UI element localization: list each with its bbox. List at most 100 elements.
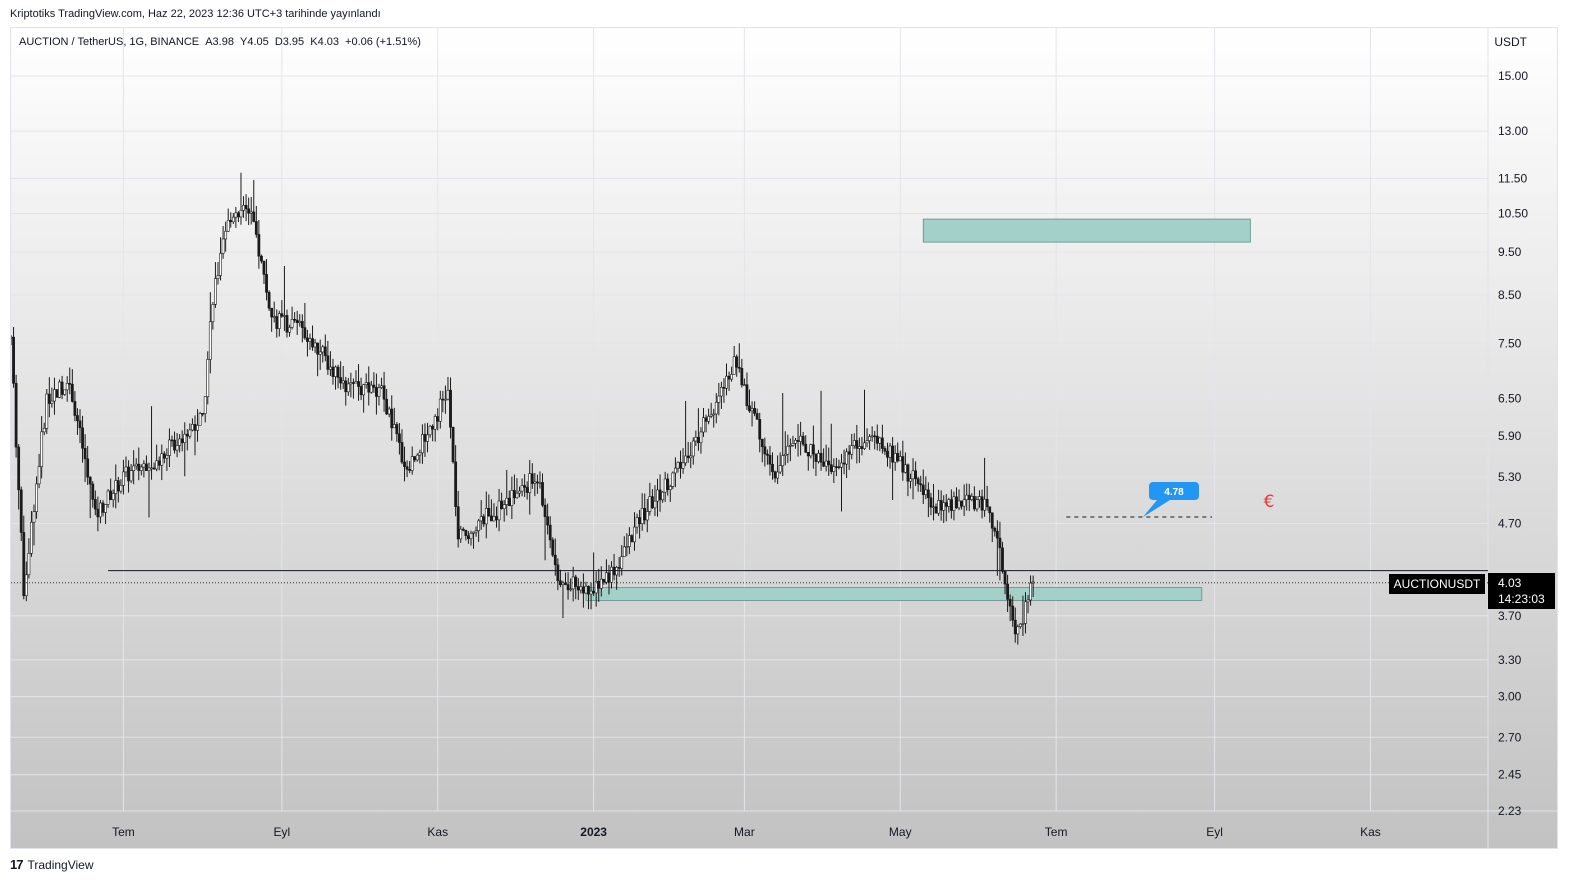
tradingview-brand[interactable]: TradingView (27, 857, 94, 872)
candle-body (873, 435, 877, 438)
candle-body (173, 439, 176, 451)
candle (32, 504, 36, 546)
candle-body (1026, 599, 1030, 603)
candle-body (576, 586, 580, 591)
candle (717, 382, 721, 416)
candle (819, 390, 823, 471)
candle-body (783, 453, 787, 456)
candle (778, 452, 782, 475)
candle-body (686, 455, 690, 459)
candle (308, 333, 312, 350)
price-axis[interactable]: 15.00 13.00 11.50 10.50 9.50 8.50 7.50 6.50 5.90… (1498, 69, 1528, 818)
candle (145, 455, 148, 471)
candle-body (32, 511, 36, 523)
candle-body (37, 466, 41, 485)
candle (403, 446, 406, 482)
candle-body (68, 383, 72, 385)
candle-body (990, 512, 994, 529)
candle (510, 476, 514, 520)
candle-body (482, 516, 486, 525)
candle (507, 490, 511, 507)
candle-body (538, 482, 542, 484)
candle-body (561, 582, 565, 586)
legend-symbol[interactable]: AUCTION / TetherUS, 1G, BINANCE (19, 36, 200, 48)
candle-body (109, 490, 113, 500)
candle-body (270, 307, 274, 318)
candle-body (293, 318, 297, 321)
candle-body (395, 424, 399, 435)
candle (983, 457, 986, 517)
candle-body (257, 234, 261, 257)
candle (495, 506, 498, 528)
candle (587, 585, 590, 610)
candle-body (449, 389, 452, 428)
candle-body (960, 500, 963, 507)
candle-body (495, 516, 498, 521)
candle (208, 292, 212, 374)
candle (369, 380, 373, 394)
candle-body (510, 490, 514, 506)
candle (175, 433, 179, 458)
candle-body (801, 435, 805, 445)
candle-body (673, 467, 677, 474)
candle (671, 471, 675, 490)
x-tick-label: 2023 (580, 825, 607, 839)
zone-box (922, 218, 1251, 243)
annotations: 4.78 € (1143, 482, 1274, 517)
candle (1001, 541, 1004, 574)
candle (978, 490, 981, 508)
candle-body (362, 384, 366, 396)
candle-body (152, 467, 156, 470)
candle-body (625, 546, 629, 548)
candle-body (888, 445, 892, 458)
candle-body (93, 499, 97, 510)
candle (1011, 596, 1015, 627)
candle-body (995, 530, 999, 539)
candle-body (400, 442, 404, 463)
candle (850, 433, 854, 460)
y-tick-label: 2.23 (1498, 804, 1522, 818)
candle (845, 448, 849, 478)
candle-body (398, 433, 401, 443)
candle-body (500, 500, 504, 509)
candle-body (50, 400, 54, 404)
candle (594, 571, 598, 607)
candle-body (781, 455, 785, 466)
candle-body (763, 446, 767, 455)
candle (367, 366, 371, 406)
x-tick-label: May (889, 825, 912, 839)
candle (300, 314, 304, 343)
chart-area[interactable]: 15.00 13.00 11.50 10.50 9.50 8.50 7.50 6.50 5.90… (10, 27, 1558, 849)
candle-body (344, 380, 348, 393)
candle (972, 486, 976, 512)
time-axis[interactable]: Tem Eyl Kas 2023 Mar May Tem Eyl Kas (112, 825, 1381, 839)
candle-body (702, 417, 705, 433)
candle-body (671, 472, 675, 487)
candle (1006, 574, 1009, 612)
y-tick-label: 10.50 (1498, 207, 1528, 221)
candle-body (83, 447, 87, 460)
legend-low: D3.95 (274, 36, 305, 48)
candle (776, 455, 780, 484)
candle-body (676, 461, 680, 469)
candle (712, 408, 716, 428)
candle-body (70, 383, 74, 402)
candle-body (773, 471, 777, 479)
candle-body (893, 453, 897, 463)
candle-body (627, 535, 631, 547)
currency-label: USDT (1494, 35, 1527, 49)
candle (916, 476, 920, 492)
tradingview-logo[interactable]: 17 (10, 857, 24, 872)
candle-body (206, 359, 210, 398)
footer: 17 TradingView (10, 857, 94, 872)
candle (796, 424, 800, 457)
candle-body (14, 383, 18, 448)
candle-body (265, 274, 268, 293)
candle-body (252, 211, 256, 222)
candle (267, 290, 271, 311)
candle-body (487, 508, 491, 517)
candle (653, 485, 657, 517)
candle (387, 406, 391, 418)
y-tick-label: 11.50 (1498, 171, 1527, 185)
price-chart[interactable]: 15.00 13.00 11.50 10.50 9.50 8.50 7.50 6.50 5.90… (11, 28, 1558, 849)
